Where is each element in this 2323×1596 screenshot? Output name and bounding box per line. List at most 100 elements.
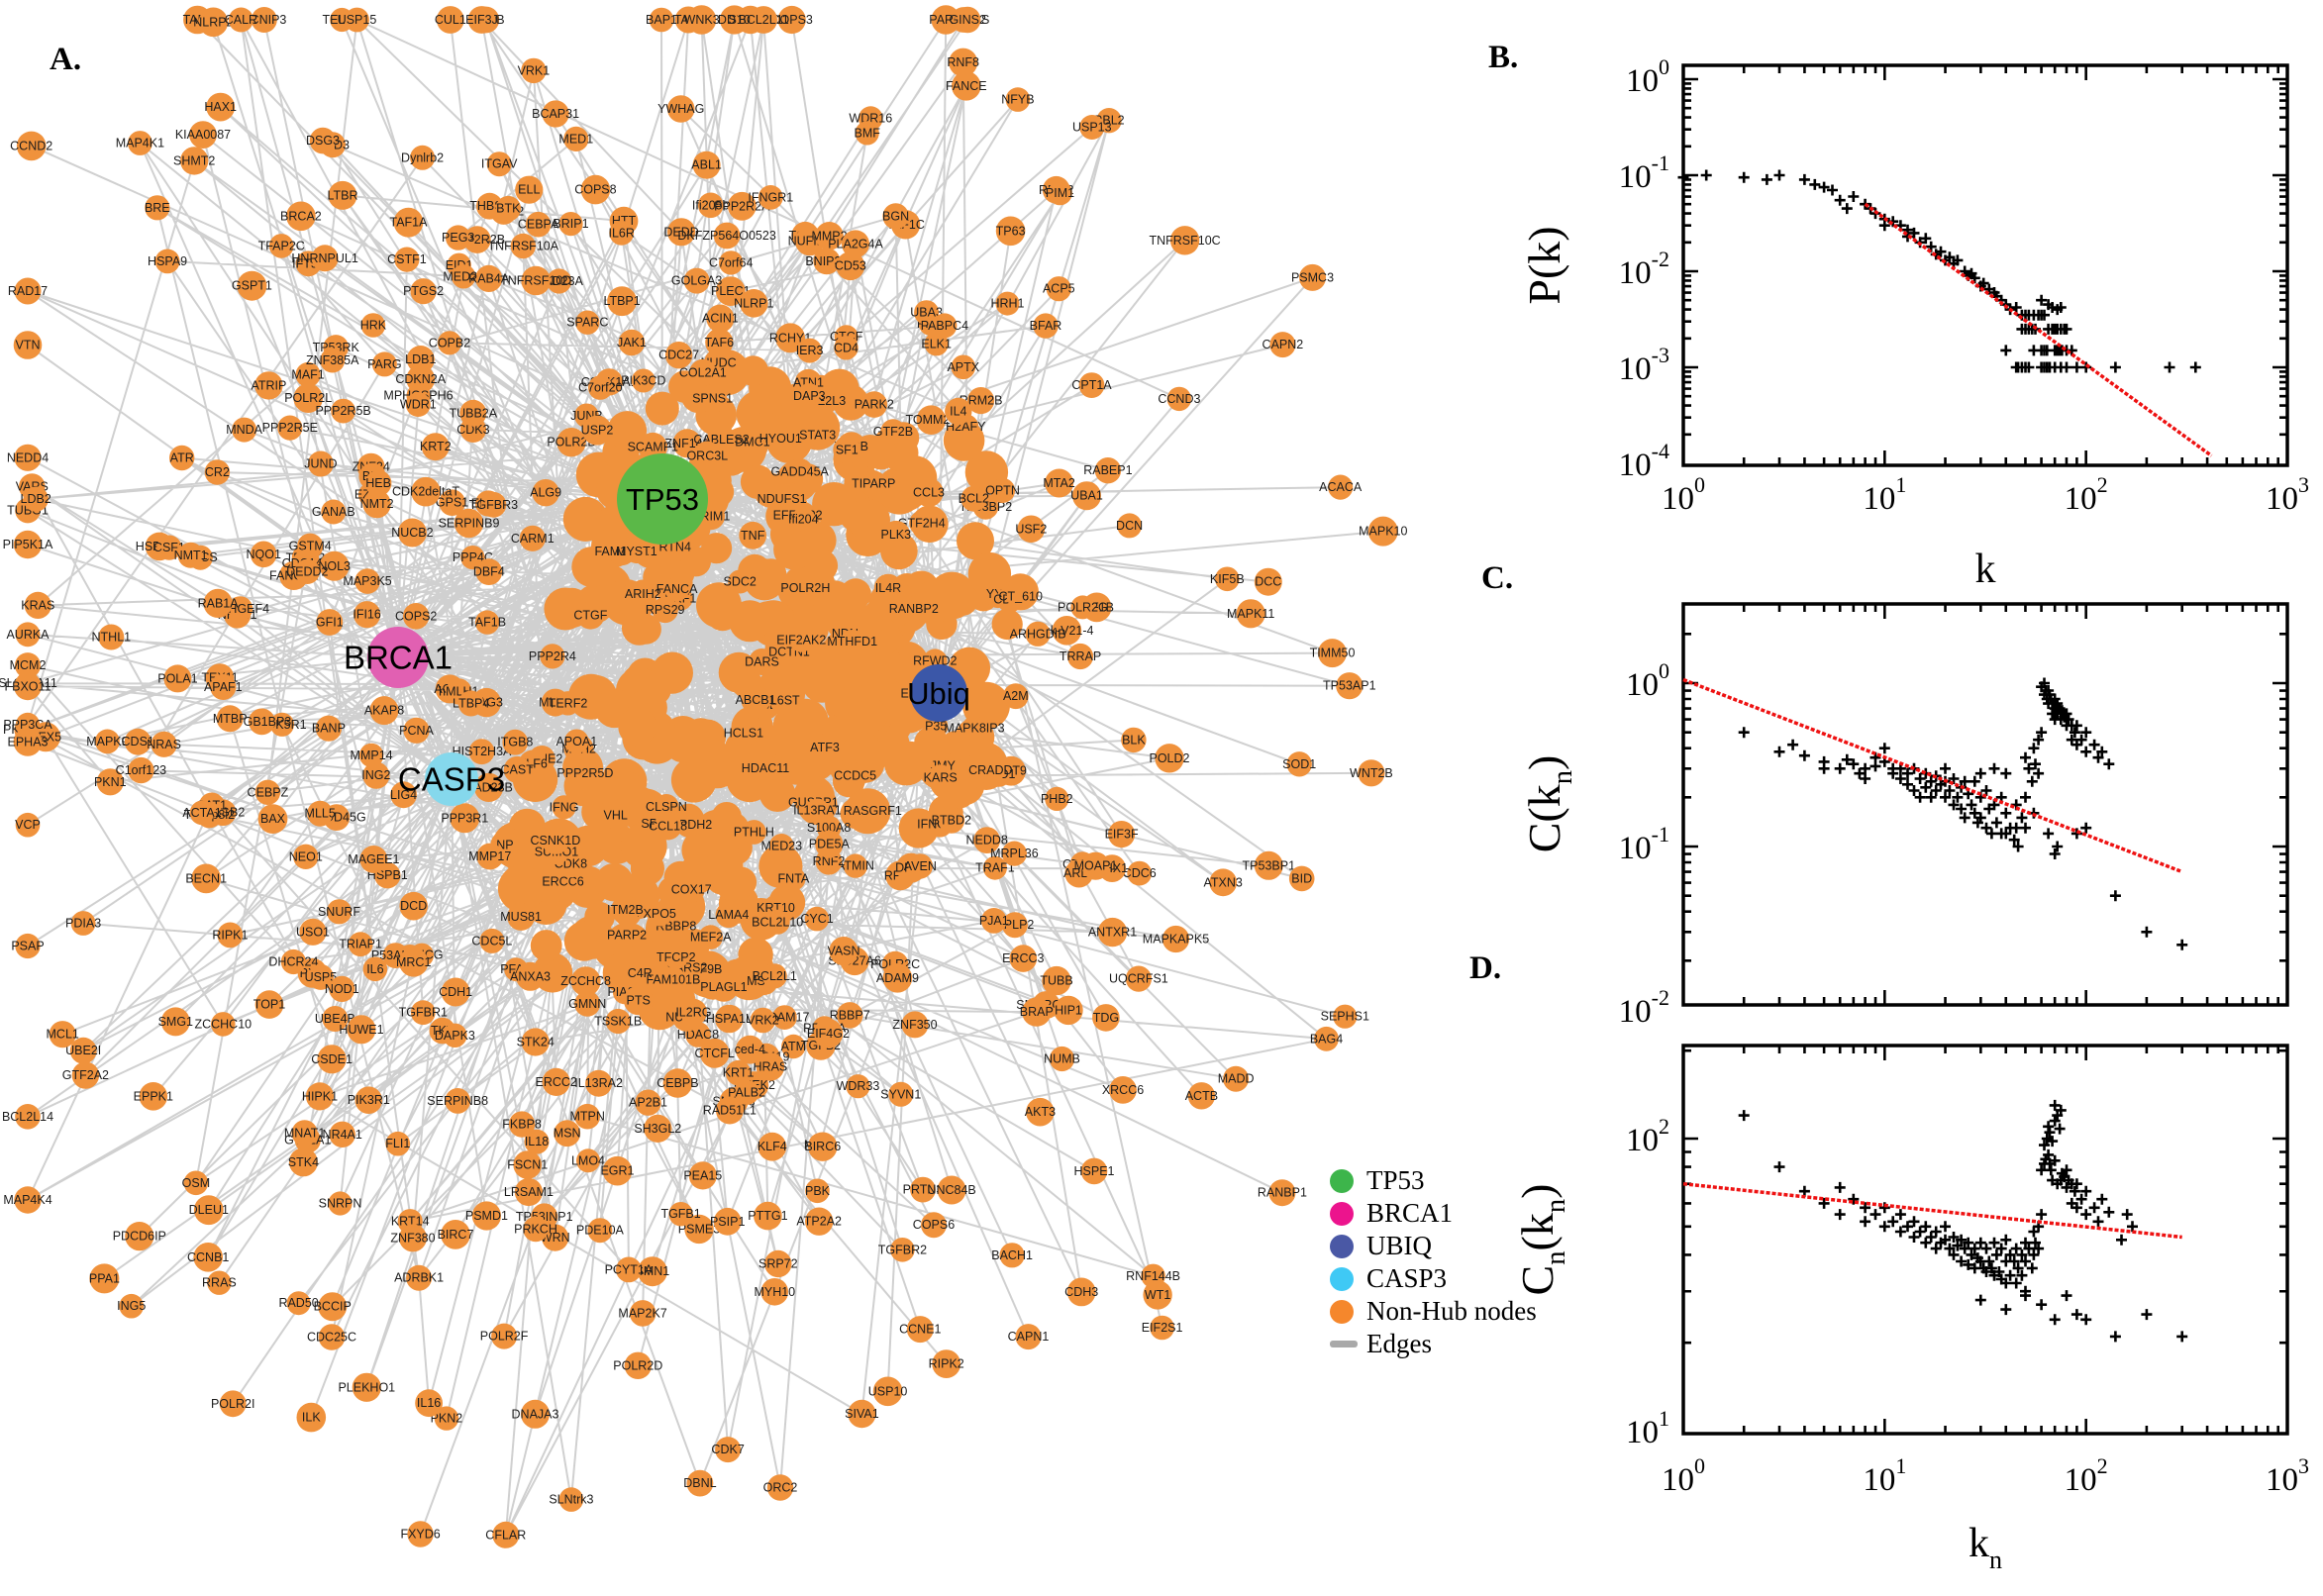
non-hub-node	[576, 1148, 600, 1173]
gene-node-label: SF1	[836, 444, 858, 457]
gene-node-label: FSCN1	[507, 1158, 548, 1172]
gene-node-label: BCL2L10	[752, 915, 803, 929]
non-hub-node	[758, 775, 796, 812]
gene-node-label: ELK1	[921, 337, 952, 350]
gene-node-label: POLR2G	[1058, 600, 1108, 614]
gene-node-label: MCL1	[47, 1028, 79, 1042]
non-hub-node	[921, 1212, 947, 1239]
gene-node-label: IL2RG	[675, 1005, 711, 1019]
gene-node-label: EGR1	[600, 1164, 634, 1178]
non-hub-node	[777, 5, 806, 35]
non-hub-node	[890, 1238, 915, 1262]
non-hub-node	[476, 192, 503, 220]
non-hub-node	[967, 387, 995, 415]
legend-item-label: Non-Hub nodes	[1366, 1296, 1537, 1326]
non-hub-node	[320, 348, 346, 373]
gene-node-label: CSTF1	[387, 252, 427, 266]
gene-node-label: TSSK1B	[594, 1015, 642, 1029]
gene-node-label: TNFRSF10A	[488, 240, 559, 253]
non-hub-node	[833, 436, 861, 464]
non-hub-node	[1001, 912, 1028, 939]
gene-node-label: SNRPN	[319, 1197, 362, 1211]
fit-line	[1864, 202, 2213, 457]
y-axis-title: Cn​(kn​)	[1512, 1184, 1571, 1296]
gene-node-label: RNF8	[947, 55, 979, 69]
gene-node-label: TP53RK	[313, 341, 360, 354]
non-hub-node	[211, 1012, 236, 1037]
gene-node-label: RIPK1	[212, 928, 248, 942]
axis-tick-label: 101	[1626, 1406, 1669, 1450]
non-hub-node	[927, 764, 954, 791]
gene-node-label: AKAP8	[364, 704, 404, 718]
gene-node-label: CARM1	[511, 532, 555, 546]
non-hub-node	[254, 990, 284, 1019]
gene-node-label: BMF	[855, 126, 881, 140]
gene-node-label: WRN	[541, 1231, 570, 1245]
non-hub-node	[791, 507, 816, 532]
non-hub-node	[530, 930, 562, 961]
non-hub-node	[1070, 595, 1095, 620]
non-hub-node	[575, 310, 600, 335]
gene-node-label: AURKA	[6, 628, 50, 642]
non-hub-node	[495, 195, 522, 222]
gene-node-label: ING2	[361, 768, 390, 782]
non-hub-node	[881, 520, 911, 549]
gene-node-label: KRAS	[21, 598, 54, 612]
non-hub-node	[410, 278, 437, 305]
non-hub-node	[359, 846, 388, 873]
gene-node-label: HIP1	[1055, 1003, 1082, 1017]
gene-node-label: BFAR	[1030, 319, 1062, 333]
non-hub-node	[331, 398, 355, 424]
non-hub-node	[345, 7, 369, 33]
gene-node-label: MAPK9	[86, 735, 128, 748]
gene-node-label: WDR33	[837, 1079, 880, 1093]
non-hub-node	[750, 1007, 776, 1034]
gene-node-label: BCL2L14	[2, 1110, 53, 1124]
gene-node-label: APOA1	[556, 735, 597, 748]
non-hub-node	[307, 963, 334, 990]
non-hub-node	[69, 1037, 97, 1064]
gene-node-label: NR4A1	[323, 1128, 362, 1142]
gene-node-label: EPHA3	[8, 735, 49, 748]
non-hub-node	[766, 1474, 794, 1501]
gene-node-label: ACP5	[1043, 282, 1075, 296]
non-hub-node	[1002, 683, 1029, 710]
gene-node-label: DKFZP564O0523	[677, 229, 775, 243]
non-hub-node	[725, 1059, 752, 1086]
gene-node-label: PKN2	[431, 1412, 463, 1426]
non-hub-node	[362, 761, 390, 789]
non-hub-node	[772, 1005, 797, 1030]
non-hub-node	[574, 1103, 600, 1130]
non-hub-node	[957, 522, 994, 560]
non-hub-node	[293, 844, 319, 869]
gene-node-label: CSDE1	[311, 1052, 353, 1066]
gene-node-label: AP2B1	[629, 1096, 667, 1110]
non-hub-node	[999, 1243, 1025, 1268]
non-hub-node	[369, 696, 399, 726]
gene-node-label: PEA15	[683, 1168, 722, 1182]
non-hub-node	[667, 218, 696, 247]
gene-node-label: ZNF380	[390, 1231, 435, 1245]
gene-node-label: IER3	[796, 344, 824, 357]
non-hub-node	[14, 672, 42, 701]
scatter-points	[1738, 677, 2188, 950]
non-hub-node	[937, 1175, 966, 1205]
non-hub-node	[1268, 1179, 1296, 1207]
gene-node-label: KIF5B	[1210, 572, 1245, 586]
non-hub-node	[399, 1224, 427, 1252]
non-hub-node	[860, 391, 888, 418]
gene-node-label: USP13	[1072, 121, 1112, 135]
gene-node-label: EIF2S1	[1142, 1321, 1183, 1335]
non-hub-node	[514, 1177, 544, 1207]
gene-node-label: ERCC3	[1002, 951, 1044, 965]
gene-node-label: C4R	[628, 966, 653, 980]
gene-node-label: PLK3	[881, 528, 912, 542]
gene-node-label: TOP1	[253, 998, 285, 1012]
non-hub-node	[663, 945, 688, 969]
gene-node-label: ATRIP	[251, 378, 286, 392]
non-hub-node	[96, 768, 124, 796]
non-hub-node	[1141, 1263, 1165, 1289]
gene-node-label: SIVA1	[845, 1407, 879, 1421]
gene-node-label: DCD	[400, 899, 427, 913]
y-axis-title: C(kn​)	[1519, 755, 1578, 853]
